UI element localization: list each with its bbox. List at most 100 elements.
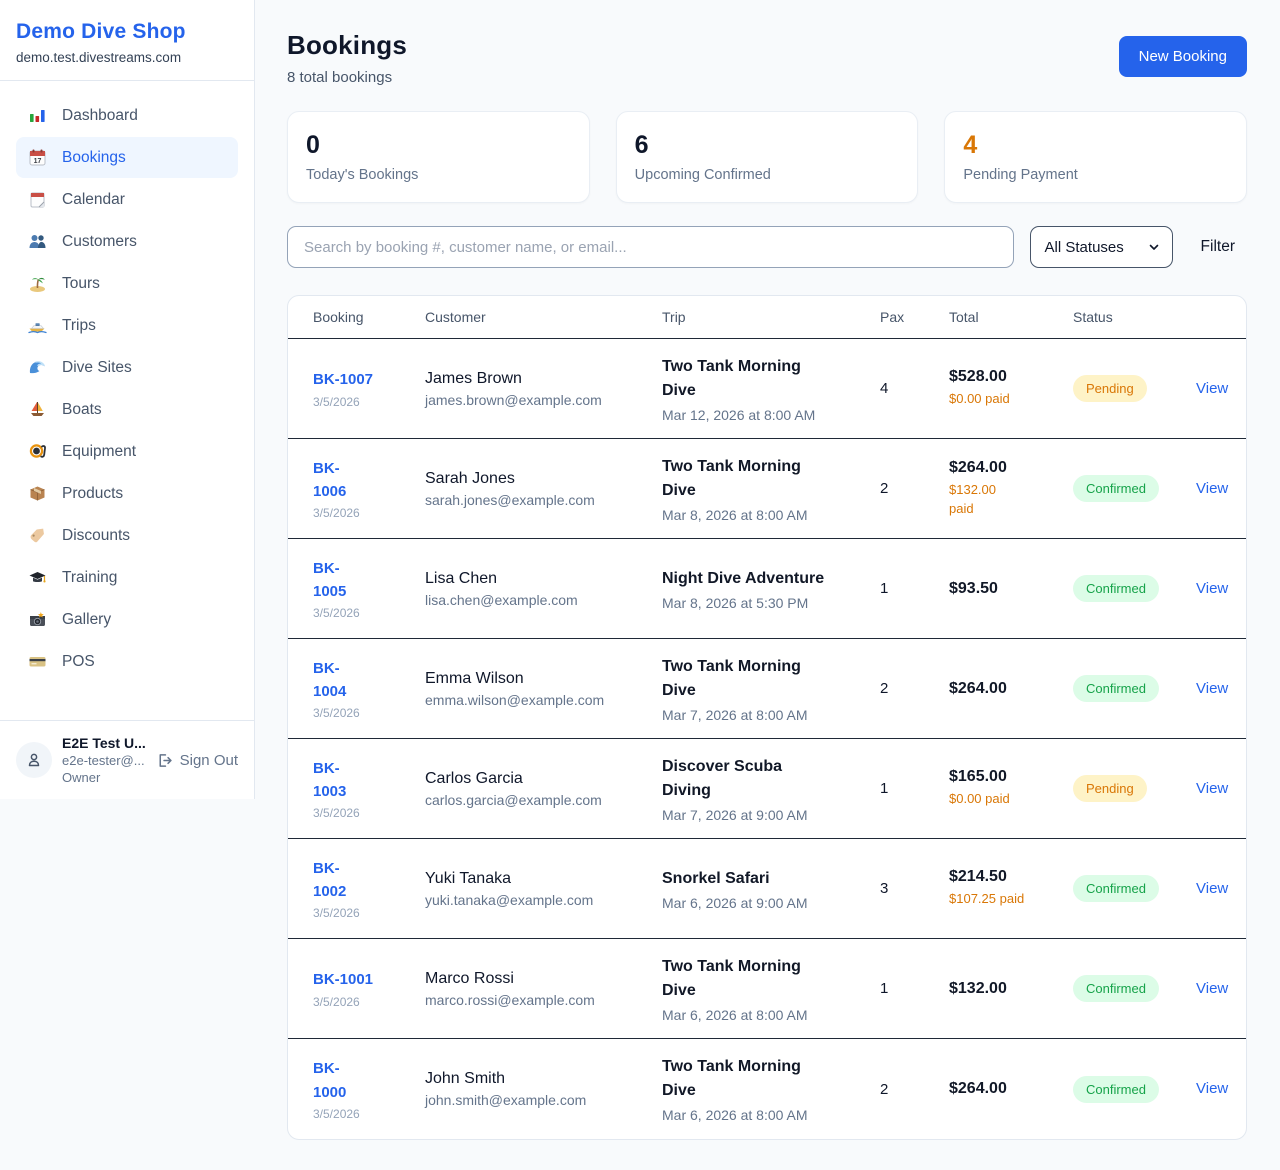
pax-count: 3	[880, 880, 889, 897]
customer-name: Emma Wilson	[425, 669, 524, 687]
sidebar-item-products[interactable]: Products	[16, 473, 238, 514]
sidebar-item-gallery[interactable]: Gallery	[16, 599, 238, 640]
action-cell: View	[1196, 680, 1228, 698]
sidebar-item-label: Calendar	[62, 190, 125, 208]
status-badge: Confirmed	[1073, 675, 1159, 702]
trip-cell: Two Tank Morning Dive Mar 6, 2026 at 8:0…	[662, 1055, 880, 1123]
trip-datetime: Mar 12, 2026 at 8:00 AM	[662, 406, 816, 423]
stat-label: Pending Payment	[963, 167, 1078, 183]
status-filter-select[interactable]: All Statuses	[1029, 226, 1173, 268]
user-role: Owner	[62, 770, 101, 785]
view-link[interactable]: View	[1196, 479, 1229, 497]
trip-datetime: Mar 6, 2026 at 9:00 AM	[662, 894, 808, 911]
booking-cell: BK- 1005 3/5/2026	[313, 557, 425, 621]
filter-button[interactable]: Filter	[1189, 238, 1247, 256]
total-cell: $132.00	[949, 980, 1073, 998]
pax-count: 1	[880, 580, 889, 597]
status-cell: Confirmed	[1073, 875, 1196, 902]
sidebar-item-training[interactable]: Training	[16, 557, 238, 598]
calendar-date-icon: 17	[28, 148, 47, 167]
svg-text:17: 17	[34, 158, 42, 165]
status-cell: Pending	[1073, 775, 1196, 802]
total-amount: $93.50	[949, 579, 998, 597]
sidebar-item-discounts[interactable]: Discounts	[16, 515, 238, 556]
customer-email: lisa.chen@example.com	[425, 591, 578, 608]
sidebar-item-label: Tours	[62, 274, 100, 292]
new-booking-button[interactable]: New Booking	[1118, 36, 1247, 77]
booking-id-link[interactable]: BK- 1006	[313, 459, 347, 500]
sign-out-button[interactable]: Sign Out	[156, 752, 238, 769]
sidebar-item-customers[interactable]: Customers	[16, 221, 238, 262]
wave-icon	[28, 358, 47, 377]
sidebar-item-dive-sites[interactable]: Dive Sites	[16, 347, 238, 388]
booking-id-link[interactable]: BK-1007	[313, 371, 374, 389]
sidebar-item-label: Training	[62, 568, 118, 586]
search-input[interactable]	[287, 226, 1014, 268]
sign-out-icon	[159, 753, 172, 767]
booking-id-link[interactable]: BK- 1005	[313, 559, 347, 600]
customer-cell: Lisa Chen lisa.chen@example.com	[425, 570, 662, 608]
island-icon	[28, 274, 47, 293]
sidebar-item-label: POS	[62, 652, 95, 670]
bar-chart-icon	[28, 106, 47, 125]
status-cell: Pending	[1073, 375, 1196, 402]
view-link[interactable]: View	[1196, 979, 1229, 997]
customer-name: Yuki Tanaka	[425, 869, 511, 887]
pax-count: 2	[880, 480, 889, 497]
pax-count: 2	[880, 1080, 889, 1098]
booking-created-date: 3/5/2026	[313, 394, 360, 409]
status-cell: Confirmed	[1073, 975, 1196, 1002]
total-amount: $528.00	[949, 368, 1007, 386]
total-amount: $214.50	[949, 868, 1007, 886]
sidebar-item-trips[interactable]: Trips	[16, 305, 238, 346]
trip-cell: Night Dive Adventure Mar 8, 2026 at 5:30…	[662, 567, 880, 611]
view-link[interactable]: View	[1196, 379, 1229, 397]
table-row: BK- 1000 3/5/2026 John Smith john.smith@…	[288, 1039, 1246, 1139]
booking-id-link[interactable]: BK- 1004	[313, 659, 347, 700]
speedboat-icon	[28, 316, 47, 335]
sailboat-icon	[28, 400, 47, 419]
booking-id-link[interactable]: BK- 1002	[313, 859, 347, 900]
sidebar-item-dashboard[interactable]: Dashboard	[16, 95, 238, 136]
pax-count: 2	[880, 680, 889, 697]
sidebar-item-label: Trips	[62, 316, 96, 334]
status-cell: Confirmed	[1073, 575, 1196, 602]
booking-created-date: 3/5/2026	[313, 806, 360, 821]
trip-cell: Two Tank Morning Dive Mar 12, 2026 at 8:…	[662, 355, 880, 423]
people-icon	[28, 232, 47, 251]
booking-id-link[interactable]: BK- 1000	[313, 1060, 347, 1101]
sidebar-item-label: Equipment	[62, 442, 137, 460]
customer-cell: Sarah Jones sarah.jones@example.com	[425, 470, 662, 508]
sidebar-nav: Dashboard 17 Bookings Calendar Customers…	[0, 81, 254, 720]
package-icon	[28, 484, 47, 503]
customer-cell: Emma Wilson emma.wilson@example.com	[425, 670, 662, 708]
view-link[interactable]: View	[1196, 679, 1229, 697]
view-link[interactable]: View	[1196, 579, 1229, 597]
booking-cell: BK-1007 3/5/2026	[313, 368, 425, 408]
sidebar-item-tours[interactable]: Tours	[16, 263, 238, 304]
sidebar-item-bookings[interactable]: 17 Bookings	[16, 137, 238, 178]
booking-id-link[interactable]: BK- 1003	[313, 759, 347, 800]
trip-name: Two Tank Morning Dive	[662, 457, 801, 499]
stats-row: 0 Today's Bookings 6 Upcoming Confirmed …	[287, 111, 1247, 203]
status-filter-value: All Statuses	[1044, 238, 1124, 256]
sidebar-item-pos[interactable]: POS	[16, 641, 238, 682]
booking-created-date: 3/5/2026	[313, 994, 360, 1009]
shop-name: Demo Dive Shop	[16, 20, 186, 43]
view-link[interactable]: View	[1196, 879, 1229, 897]
booking-created-date: 3/5/2026	[313, 1106, 360, 1121]
sidebar-item-boats[interactable]: Boats	[16, 389, 238, 430]
view-link[interactable]: View	[1196, 1080, 1229, 1097]
customer-email: carlos.garcia@example.com	[425, 791, 602, 808]
total-amount: $132.00	[949, 979, 1007, 997]
customer-name: Lisa Chen	[425, 569, 498, 587]
customer-cell: James Brown james.brown@example.com	[425, 370, 662, 408]
customer-email: marco.rossi@example.com	[425, 991, 595, 1008]
sidebar-item-calendar[interactable]: Calendar	[16, 179, 238, 220]
sidebar-item-equipment[interactable]: Equipment	[16, 431, 238, 472]
view-link[interactable]: View	[1196, 779, 1229, 797]
trip-datetime: Mar 6, 2026 at 8:00 AM	[662, 1107, 808, 1123]
table-body: BK-1007 3/5/2026 James Brown james.brown…	[288, 339, 1246, 1139]
booking-id-link[interactable]: BK-1001	[313, 971, 374, 989]
total-cell: $264.00 $132.00 paid	[949, 459, 1073, 519]
